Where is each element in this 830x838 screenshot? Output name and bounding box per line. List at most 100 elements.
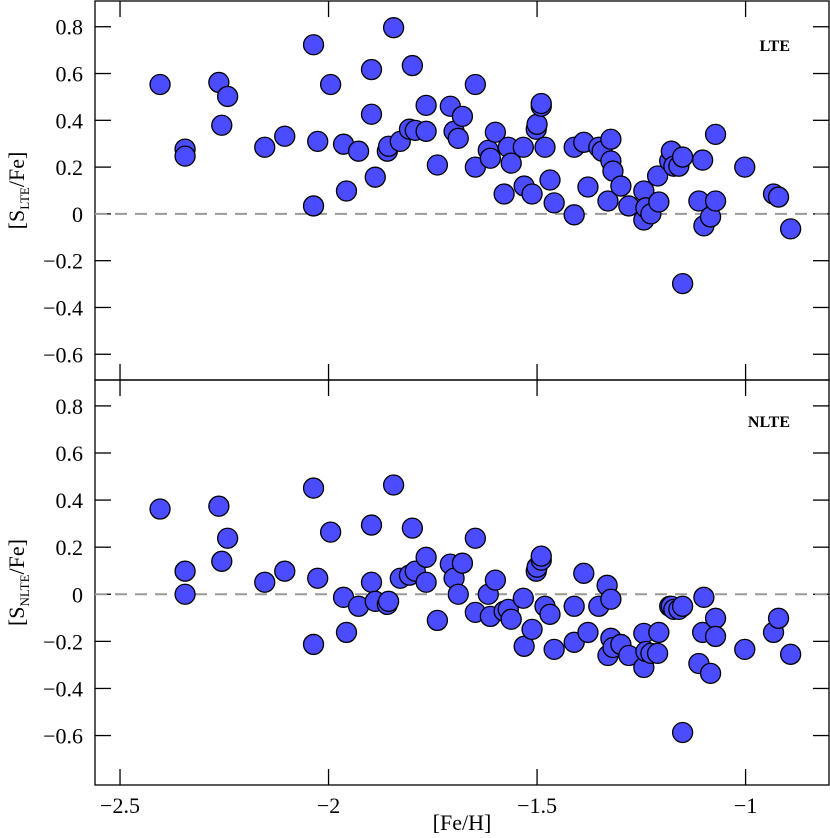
y-tick-label: −0.6 [43, 724, 83, 749]
data-point [415, 94, 437, 116]
data-point [597, 190, 619, 212]
data-point [347, 140, 370, 162]
data-point [174, 583, 196, 605]
data-point [360, 58, 383, 81]
data-point [216, 85, 239, 108]
y-label-part: [S [4, 210, 29, 230]
data-point [382, 17, 405, 39]
data-point [174, 560, 196, 582]
data-point [534, 136, 556, 158]
data-point [767, 186, 790, 208]
data-point [426, 154, 449, 176]
x-tick-label: −2.5 [100, 793, 140, 818]
data-point [451, 552, 474, 574]
y-tick-label: 0 [72, 582, 83, 607]
data-point [415, 546, 437, 568]
data-point [563, 204, 585, 226]
data-point [563, 595, 585, 617]
panel-label: NLTE [748, 414, 790, 431]
plot-frame [94, 379, 830, 786]
y-tick-label: −0.4 [43, 295, 83, 320]
data-point [211, 114, 233, 136]
data-point [577, 176, 599, 198]
data-point [648, 191, 670, 213]
data-point [335, 621, 358, 644]
y-axis-label: [SLTE/Fe] [4, 152, 32, 230]
x-axis-label: [Fe/H] [433, 810, 492, 835]
data-point [464, 73, 486, 96]
data-point [302, 195, 325, 217]
data-point [512, 587, 534, 609]
data-point [671, 272, 694, 295]
data-point [577, 621, 599, 644]
y-tick-label: −0.4 [43, 676, 83, 701]
y-tick-label: −0.6 [43, 342, 83, 367]
data-point [274, 125, 296, 147]
data-point [704, 625, 727, 648]
data-point [600, 128, 622, 150]
y-tick-label: 0.2 [56, 535, 84, 560]
data-point [671, 721, 694, 744]
data-point [464, 527, 486, 549]
y-tick-label: 0.6 [56, 62, 84, 87]
y-tick-label: −0.2 [43, 629, 83, 654]
data-point [307, 130, 329, 153]
data-point [307, 567, 329, 589]
panel-label: LTE [759, 38, 790, 55]
data-point [600, 588, 622, 610]
y-tick-label: 0.4 [56, 488, 84, 513]
data-point [704, 123, 727, 146]
data-point [174, 145, 196, 167]
y-tick-label: −0.2 [43, 249, 83, 274]
data-point [451, 105, 474, 127]
data-point [415, 120, 437, 142]
y-tick-label: 0.8 [56, 394, 84, 419]
data-point [512, 136, 534, 158]
data-point [377, 590, 400, 612]
data-point [779, 643, 802, 665]
data-point [493, 183, 515, 205]
data-point [149, 498, 171, 520]
data-point [646, 642, 669, 665]
data-point [539, 169, 561, 191]
data-point [360, 571, 383, 593]
y-tick-label: 0.2 [56, 155, 84, 180]
y-label-part: /Fe] [4, 152, 29, 187]
x-tick-label: −2 [317, 793, 340, 818]
data-point [671, 146, 694, 168]
data-point [734, 156, 756, 178]
data-point [671, 595, 694, 617]
data-point [302, 477, 325, 499]
data-point [382, 474, 405, 496]
data-point [479, 147, 502, 169]
data-point [704, 607, 727, 629]
data-point [704, 190, 727, 212]
data-point [646, 165, 669, 187]
y-label-part: [S [4, 606, 29, 626]
plot-frame [94, 0, 830, 381]
data-point [216, 527, 239, 549]
data-point [530, 545, 552, 567]
y-tick-label: 0 [72, 202, 83, 227]
data-point [335, 180, 358, 202]
data-point [484, 121, 507, 143]
data-point [302, 34, 325, 56]
data-point [521, 183, 543, 205]
data-point [693, 586, 715, 608]
y-tick-label: 0.8 [56, 15, 84, 40]
data-point [734, 638, 756, 661]
data-point [319, 73, 342, 96]
data-point [364, 166, 386, 188]
data-point [573, 562, 595, 584]
x-tick-label: −1 [734, 793, 757, 818]
y-axis-label: [SNLTE/Fe] [4, 539, 32, 626]
data-point [500, 152, 522, 174]
data-point [254, 571, 276, 593]
y-label-sub: NLTE [17, 574, 32, 606]
data-point [149, 73, 171, 96]
data-point [208, 495, 230, 517]
y-tick-label: 0.6 [56, 441, 84, 466]
data-point [500, 608, 522, 630]
x-tick-label: −1.5 [517, 793, 557, 818]
